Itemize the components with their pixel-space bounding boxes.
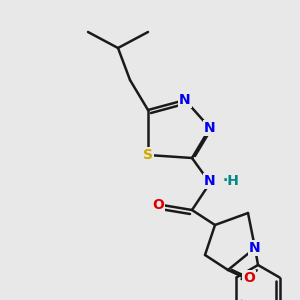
Text: N: N (204, 174, 216, 188)
Text: O: O (243, 271, 255, 285)
Text: O: O (152, 198, 164, 212)
Text: ·H: ·H (223, 174, 240, 188)
Text: N: N (249, 241, 261, 255)
Text: N: N (204, 121, 216, 135)
Text: N: N (179, 93, 191, 107)
Text: S: S (143, 148, 153, 162)
